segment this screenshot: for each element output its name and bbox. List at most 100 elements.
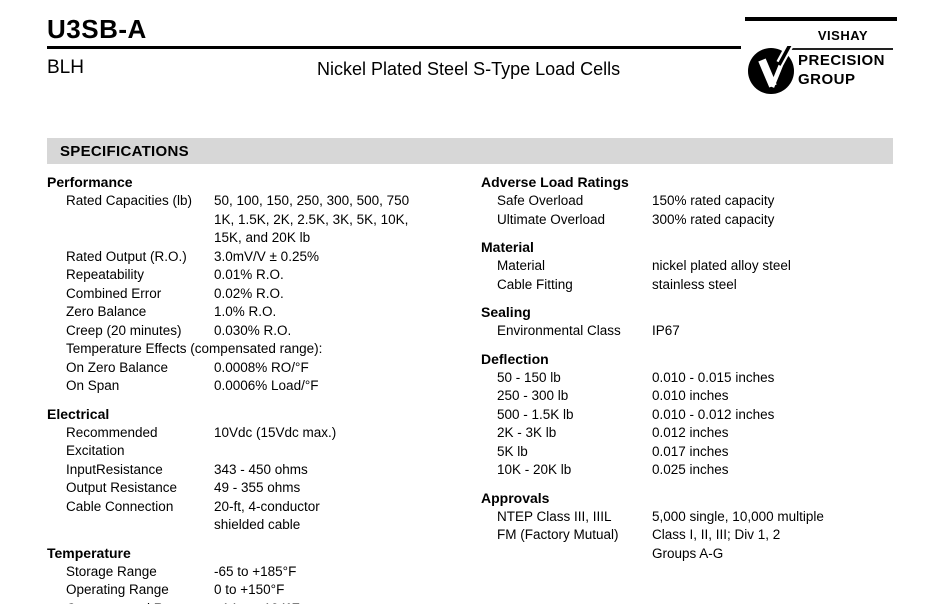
spec-row-label: Repeatability [66, 267, 145, 282]
spec-row: Combined Error 0.02% R.O. [47, 285, 481, 304]
spec-row-value: 0.01% R.O. [214, 267, 284, 282]
specifications-bar: SPECIFICATIONS [47, 138, 893, 164]
spec-row-label: 2K - 3K lb [497, 425, 557, 440]
spec-row-value: 5,000 single, 10,000 multiple [652, 508, 824, 524]
spec-section-heading: Material [481, 239, 534, 255]
spec-row: Cable Connection 20-ft, 4-conductor shield… [47, 498, 481, 535]
spec-row-label: InputResistance [66, 461, 163, 477]
spec-row: Zero Balance 1.0% R.O. [47, 303, 481, 322]
spec-row-label: 10K - 20K lb [497, 462, 572, 477]
spec-column-right: Adverse Load Ratings Safe Overload 150% ra… [481, 164, 893, 604]
spec-row-label: 50 - 150 lb [497, 369, 561, 385]
spec-row: 2K - 3K lb 0.012 inches [481, 424, 893, 443]
spec-row: Ultimate Overload 300% rated capacity [481, 211, 893, 230]
specifications-title: SPECIFICATIONS [60, 142, 189, 160]
spec-section: Approvals NTEP Class III, IIIL 5,000 singl… [481, 489, 893, 564]
spec-row: 10K - 20K lb 0.025 inches [481, 461, 893, 480]
spec-row-label: Creep (20 minutes) [66, 322, 182, 338]
brand-name: BLH [47, 57, 84, 78]
spec-row: Output Resistance 49 - 355 ohms [47, 479, 481, 498]
spec-row-value: 0.012 inches [652, 425, 729, 440]
spec-row-label: 500 - 1.5K lb [497, 406, 574, 422]
spec-section-heading: Deflection [481, 350, 549, 367]
spec-section-heading: Approvals [481, 489, 550, 506]
spec-row: Cable Fitting stainless steel [481, 276, 893, 295]
spec-row-label: Cable Fitting [497, 276, 573, 292]
spec-row-label: Environmental Class [497, 323, 621, 338]
spec-row-label: 5K lb [497, 443, 528, 459]
page-title: U3SB-A [47, 14, 147, 44]
spec-row-value: 49 - 355 ohms [214, 480, 301, 495]
spec-row-label: Temperature Effects (compensated range): [66, 341, 323, 356]
spec-row: On Span 0.0006% Load/°F [47, 377, 481, 396]
spec-row: Safe Overload 150% rated capacity [481, 192, 893, 211]
spec-row: NTEP Class III, IIIL 5,000 single, 10,000… [481, 508, 893, 527]
page-subtitle: Nickel Plated Steel S-Type Load Cells [317, 59, 621, 79]
logo-thin-rule [790, 48, 893, 50]
spec-row-value: 0 to +150°F [214, 582, 285, 597]
spec-row-value: 0.010 - 0.015 inches [652, 369, 775, 385]
spec-row: Creep (20 minutes) 0.030% R.O. [47, 322, 481, 341]
spec-row: Material nickel plated alloy steel [481, 257, 893, 276]
spec-row: Recommended Excitation 10Vdc (15Vdc max.) [47, 424, 481, 461]
spec-row-label: Recommended Excitation [66, 424, 158, 459]
spec-row: Rated Capacities (lb) 50, 100, 150, 250, … [47, 192, 481, 248]
spec-section-heading: Electrical [47, 405, 110, 422]
spec-row: On Zero Balance 0.0008% RO/°F [47, 359, 481, 378]
spec-section-heading: Sealing [481, 304, 531, 320]
spec-columns: Performance Rated Capacities (lb) 50, 100,… [47, 164, 893, 604]
logo-top-rule [745, 17, 897, 21]
spec-row: FM (Factory Mutual) Class I, II, III; Div… [481, 526, 893, 563]
spec-row-label: Rated Capacities (lb) [66, 193, 193, 208]
spec-row: Compensated Range+14 to +104°F [47, 600, 481, 604]
vishay-precision-group-logo: VISHAY PRECISION GROUP [745, 17, 897, 103]
spec-row-value: 0.0008% RO/°F [214, 359, 309, 375]
spec-row-label: Material [497, 258, 546, 273]
spec-row-label: On Span [66, 378, 120, 393]
spec-row-value: 0.010 inches [652, 388, 729, 403]
spec-row-value: 0.0006% Load/°F [214, 378, 319, 393]
spec-row-value: nickel plated alloy steel [652, 258, 791, 273]
spec-row-value: 300% rated capacity [652, 211, 775, 227]
spec-row-value: Class I, II, III; Div 1, 2 Groups A-G [652, 527, 781, 561]
spec-row: 50 - 150 lb 0.010 - 0.015 inches [481, 369, 893, 388]
title-divider [47, 46, 741, 49]
spec-row-value: 0.010 - 0.012 inches [652, 406, 775, 422]
spec-row: Rated Output (R.O.) 3.0mV/V ± 0.25% [47, 248, 481, 267]
spec-row-value: 0.017 inches [652, 443, 729, 459]
spec-section: Performance Rated Capacities (lb) 50, 100,… [47, 173, 481, 396]
spec-row-label: Compensated Range [47, 600, 214, 604]
logo-group-text: GROUP [798, 71, 856, 88]
spec-row-label: Cable Connection [66, 498, 174, 514]
spec-row-label: 250 - 300 lb [497, 388, 569, 403]
spec-section: Material Material nickel plated alloy stee… [481, 238, 893, 294]
spec-row-value: 50, 100, 150, 250, 300, 500, 750 1K, 1.5K… [214, 193, 410, 245]
spec-row: 5K lb 0.017 inches [481, 443, 893, 462]
spec-section: Sealing Environmental Class IP67 [481, 303, 893, 341]
spec-row: Repeatability 0.01% R.O. [47, 266, 481, 285]
spec-row-label: NTEP Class III, IIIL [497, 508, 612, 524]
spec-row-value: 0.030% R.O. [214, 322, 292, 338]
spec-row-value: +14 to +104°F [214, 600, 481, 604]
spec-row-value: 343 - 450 ohms [214, 461, 308, 477]
spec-row-label: Combined Error [66, 285, 162, 301]
spec-row-label: Ultimate Overload [497, 211, 606, 227]
spec-row: Storage Range -65 to +185°F [47, 563, 481, 582]
logo-precision-text: PRECISION [798, 52, 886, 69]
spec-section: Electrical Recommended Excitation 10Vdc (1… [47, 405, 481, 535]
spec-row: InputResistance 343 - 450 ohms [47, 461, 481, 480]
spec-row-value: 10Vdc (15Vdc max.) [214, 424, 337, 440]
spec-row-value: 0.025 inches [652, 462, 729, 477]
logo-vishay-text: VISHAY [817, 28, 869, 43]
spec-section-heading: Temperature [47, 544, 131, 561]
spec-row-value: -65 to +185°F [214, 563, 297, 579]
spec-row-label: Storage Range [66, 563, 157, 579]
spec-row-value: IP67 [652, 323, 680, 338]
spec-column-left: Performance Rated Capacities (lb) 50, 100,… [47, 164, 481, 604]
spec-section: Temperature Storage Range -65 to +185°F Ope… [47, 544, 481, 604]
spec-row-label: Operating Range [66, 582, 169, 597]
spec-row: Operating Range 0 to +150°F [47, 581, 481, 600]
spec-row-label: Safe Overload [497, 193, 584, 208]
spec-row-label: On Zero Balance [66, 359, 169, 375]
spec-section-heading: Adverse Load Ratings [481, 174, 629, 190]
